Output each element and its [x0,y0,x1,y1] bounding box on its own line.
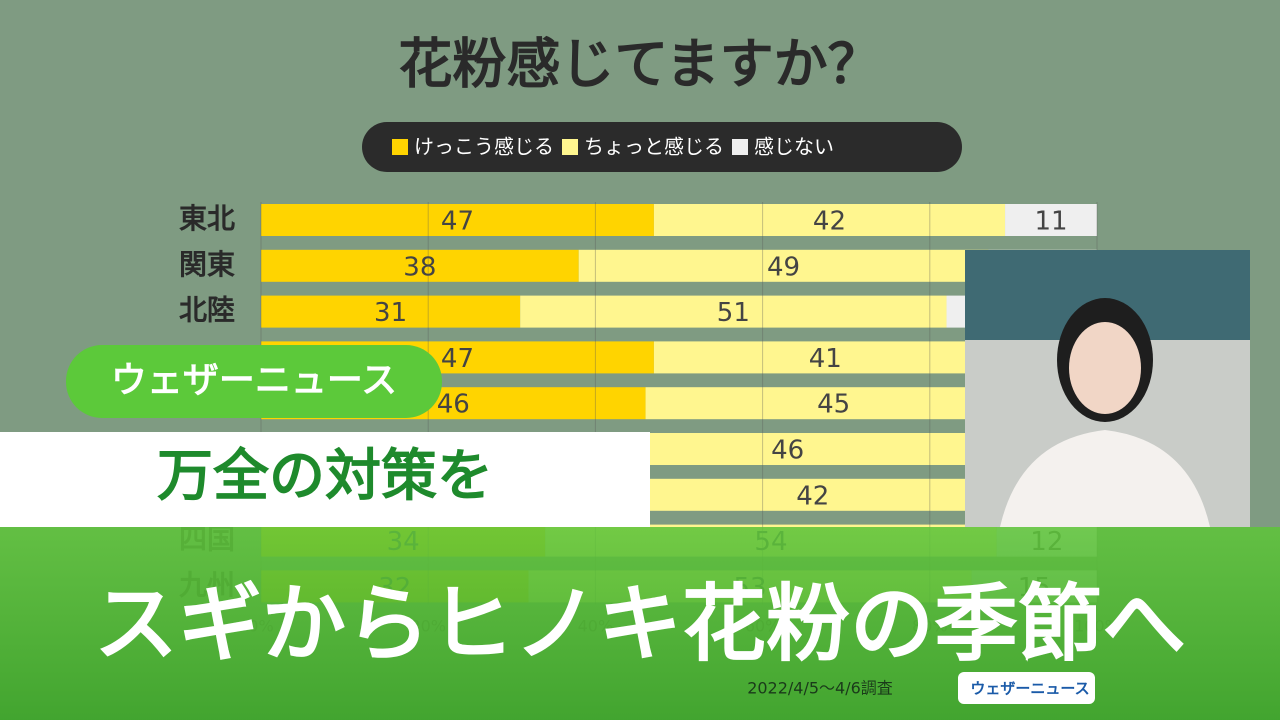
value-label: 42 [796,481,829,511]
value-label: 45 [817,390,850,420]
bar-segment [595,433,980,465]
presenter-face [1069,322,1141,414]
subhead: 万全の対策を [157,444,493,509]
headline: スギからヒノキ花粉の季節へ [94,575,1186,673]
value-label: 38 [403,252,436,282]
value-label: 46 [437,390,470,420]
legend-label: ちょっと感じる [584,135,724,159]
subhead-banner [0,432,650,527]
logo-box [958,672,1095,704]
category-label: 北陸 [179,294,235,327]
category-label: 関東 [179,248,235,281]
badge [66,345,442,418]
value-label: 46 [771,436,804,466]
bar-segment [520,295,947,328]
presenter-body [1000,430,1210,527]
logo: ウェザーニュース [970,680,1089,698]
legend-swatch [562,139,578,155]
bar-segment [645,387,1022,420]
chart-title: 花粉感じてますか？ [398,33,881,96]
value-label: 42 [813,207,846,237]
bar-segment [653,341,997,374]
bar-segment [261,204,654,236]
bar-segment [1005,204,1097,236]
value-label: 31 [374,298,407,328]
value-label: 47 [441,207,474,237]
bar-segment [653,204,1006,236]
bar-segment [578,249,989,282]
value-label: 51 [717,298,750,328]
value-label: 11 [1034,207,1067,237]
legend-swatch [392,139,408,155]
value-label: 41 [809,344,842,374]
survey-note: 2022/4/5〜4/6調査 [747,679,893,698]
bar-segment [261,295,521,328]
legend-label: けっこう感じる [414,135,554,159]
badge-text: ウェザーニュース [111,360,397,401]
legend-label: 感じない [754,135,834,159]
legend-swatch [732,139,748,155]
value-label: 47 [441,344,474,374]
value-label: 49 [767,252,800,282]
bar-segment [261,249,579,282]
bar-segment [637,478,989,511]
category-label: 東北 [179,202,235,235]
legend-box [362,122,962,172]
